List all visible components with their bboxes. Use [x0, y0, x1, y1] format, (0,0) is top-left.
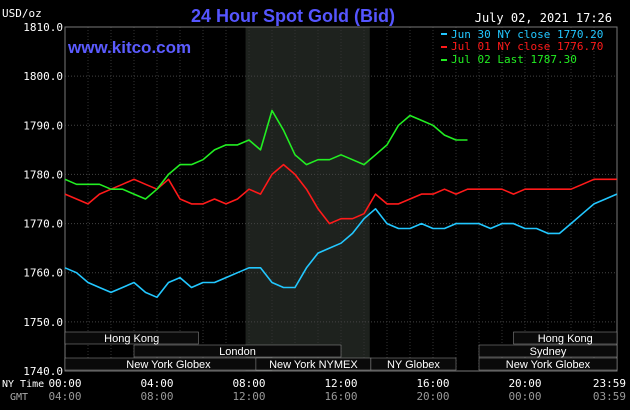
- market-sydney-label: Sydney: [530, 346, 567, 358]
- x-tick-label-ny: 04:00: [140, 377, 173, 390]
- x-tick-label-ny: 20:00: [508, 377, 541, 390]
- legend-entry-2: Jul 01 NY close 1776.70: [451, 40, 603, 53]
- y-tick-label: 1800.0: [23, 70, 63, 83]
- x-tick-labels: 00:00 04:00 08:00 12:00 16:00 20:00 23:5904:00…: [48, 377, 626, 403]
- x-tick-label-ny: 12:00: [324, 377, 357, 390]
- market-ny-nymex-label: New York NYMEX: [269, 359, 358, 371]
- market-session-bars: Hong Kong London New York Globex New York N…: [64, 331, 618, 371]
- x-tick-label-gmt: 03:59: [593, 390, 626, 403]
- market-hong-kong-next-bar: [513, 331, 618, 345]
- x-tick-label-gmt: 00:00: [508, 390, 541, 403]
- x-tick-label-gmt: 12:00: [232, 390, 265, 403]
- y-tick-label: 1810.0: [23, 21, 63, 34]
- x-tick-label-ny: 00:00: [48, 377, 81, 390]
- market-london-label: London: [219, 346, 256, 358]
- grid-lines: [65, 26, 617, 372]
- market-ny-globex-late-label: NY Globex: [387, 359, 440, 371]
- price-series: [64, 109, 618, 299]
- x-tick-label-ny: 23:59: [593, 377, 626, 390]
- x-tick-label-ny: 08:00: [232, 377, 265, 390]
- legend-swatch-3: [441, 59, 447, 61]
- x-tick-label-gmt: 08:00: [140, 390, 173, 403]
- legend-swatch-2: [441, 46, 447, 48]
- plot-frame: [64, 26, 618, 372]
- y-tick-label: 1770.0: [23, 218, 63, 231]
- y-tick-label: 1760.0: [23, 267, 63, 280]
- market-hong-kong-label: Hong Kong: [104, 333, 159, 345]
- y-tick-label: 1740.0: [23, 365, 63, 378]
- y-tick-labels: 1740.0 1750.0 1760.0 1770.0 1780.0 1790.0 1800…: [23, 21, 63, 378]
- y-unit-label: USD/oz: [2, 7, 42, 20]
- series-line-3: [64, 109, 468, 200]
- shaded-session-band: [245, 27, 370, 371]
- series-line-1: [64, 193, 618, 299]
- chart-title: 24 Hour Spot Gold (Bid): [191, 6, 395, 26]
- market-ny-globex-next-label: New York Globex: [506, 359, 591, 371]
- legend: Jun 30 NY close 1770.20 Jul 01 NY close …: [441, 28, 603, 66]
- market-ny-globex-late-bar: [370, 357, 457, 371]
- market-ny-globex-next-bar: [478, 357, 618, 371]
- market-london-bar: [133, 344, 342, 358]
- ny-time-row-label: NY Time: [2, 379, 44, 390]
- x-tick-label-gmt: 16:00: [324, 390, 357, 403]
- y-tick-label: 1790.0: [23, 119, 63, 132]
- market-sydney-bar: [478, 344, 618, 358]
- legend-swatch-1: [441, 33, 447, 35]
- y-tick-label: 1750.0: [23, 316, 63, 329]
- x-tick-label-gmt: 04:00: [48, 390, 81, 403]
- market-hong-kong-next-label: Hong Kong: [538, 333, 593, 345]
- gmt-row-label: GMT: [10, 392, 28, 403]
- legend-entry-3: Jul 02 Last 1787.30: [451, 53, 577, 66]
- market-ny-globex-label: New York Globex: [126, 359, 211, 371]
- legend-entry-1: Jun 30 NY close 1770.20: [451, 28, 603, 41]
- x-tick-label-ny: 16:00: [416, 377, 449, 390]
- y-tick-label: 1780.0: [23, 168, 63, 181]
- x-tick-label-gmt: 20:00: [416, 390, 449, 403]
- watermark-url: www.kitco.com: [67, 38, 191, 57]
- chart-timestamp: July 02, 2021 17:26: [475, 11, 612, 25]
- market-hong-kong-bar: [64, 331, 199, 345]
